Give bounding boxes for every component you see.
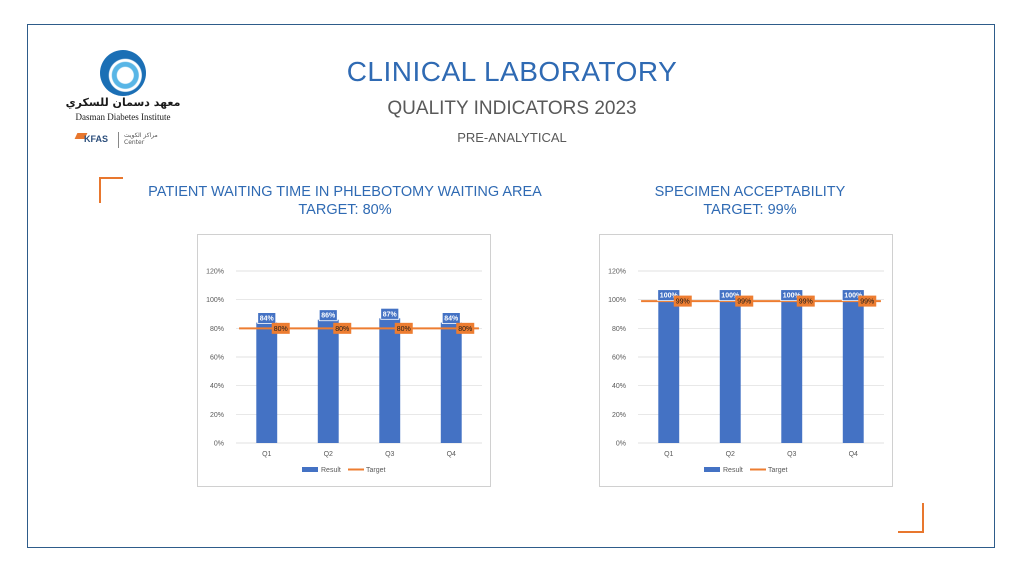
target-data-label: 80% <box>458 326 472 333</box>
x-tick-label: Q3 <box>385 451 394 458</box>
chart-heading-line1: SPECIMEN ACCEPTABILITY <box>654 184 846 200</box>
target-label-box <box>271 322 290 334</box>
page-title: CLINICAL LABORATORY <box>346 56 678 87</box>
bar-label-box <box>841 289 865 302</box>
target-label-box <box>394 322 413 334</box>
y-tick-label: 120% <box>206 269 224 276</box>
y-tick-label: 80% <box>210 326 224 333</box>
target-label-box <box>735 295 754 307</box>
y-tick-label: 20% <box>210 412 224 419</box>
x-tick-label: Q2 <box>726 451 735 458</box>
page-subtitle: QUALITY INDICATORS 2023 <box>387 98 637 119</box>
target-data-label: 99% <box>860 299 874 306</box>
legend-result-label: Result <box>321 467 341 474</box>
target-data-label: 80% <box>274 326 288 333</box>
chart-waiting-time-svg: 0% 20% 40% 60% 80% 100% 120% Q1 Q2 Q3 Q4 84% 86% 87% 8… <box>206 269 482 474</box>
target-data-label: 80% <box>335 326 349 333</box>
y-tick-label: 0% <box>616 441 626 448</box>
chart-heading-line1: PATIENT WAITING TIME IN PHLEBOTOMY WAITI… <box>148 184 542 200</box>
bar-label-box <box>657 289 681 302</box>
y-tick-label: 60% <box>612 355 626 362</box>
target-data-label: 99% <box>676 299 690 306</box>
x-tick-label: Q2 <box>324 451 333 458</box>
chart-heading-line2: TARGET: 99% <box>703 202 797 218</box>
x-tick-label: Q1 <box>262 451 271 458</box>
target-data-label: 99% <box>799 299 813 306</box>
target-data-label: 80% <box>397 326 411 333</box>
x-tick-label: Q4 <box>447 451 456 458</box>
corner-accent-top-left <box>99 177 123 203</box>
bar-result <box>379 318 401 443</box>
legend-target-label: Target <box>366 467 386 474</box>
target-label-box <box>673 295 692 307</box>
y-tick-label: 100% <box>608 297 626 304</box>
corner-accent-bottom-right <box>898 503 924 533</box>
bar-data-label: 87% <box>383 311 398 318</box>
bar-result <box>317 319 339 443</box>
bar-label-box <box>318 309 338 322</box>
chart-heading-line2: TARGET: 80% <box>298 202 392 218</box>
legend-result-swatch <box>302 467 318 472</box>
bar-data-label: 100% <box>721 293 740 300</box>
target-data-label: 99% <box>737 299 751 306</box>
bar-data-label: 100% <box>660 293 679 300</box>
x-tick-label: Q3 <box>787 451 796 458</box>
bar-data-label: 84% <box>444 316 459 323</box>
kfas-text: KFAS <box>84 134 109 144</box>
chart-specimen-svg: 0% 20% 40% 60% 80% 100% 120% Q1 Q2 Q3 Q4 100% 100% 10… <box>608 269 884 474</box>
bar-result <box>842 299 864 443</box>
bar-data-label: 84% <box>260 316 275 323</box>
kfas-subtext-arabic: مراكز الكويت <box>124 132 158 139</box>
page-section: PRE-ANALYTICAL <box>457 130 567 145</box>
y-tick-label: 0% <box>214 441 224 448</box>
y-tick-label: 60% <box>210 355 224 362</box>
kfas-subtext-english: Center <box>124 139 145 146</box>
chart-waiting-time: 0% 20% 40% 60% 80% 100% 120% Q1 Q2 Q3 Q4 84% 86% 87% 8… <box>197 234 491 487</box>
kfas-logo: KFAS مراكز الكويت Center <box>74 130 176 152</box>
target-label-box <box>796 295 815 307</box>
dasman-logo-icon <box>100 50 146 96</box>
target-label-box <box>858 295 877 307</box>
bar-result <box>256 322 278 443</box>
chart-specimen-acceptability: 0% 20% 40% 60% 80% 100% 120% Q1 Q2 Q3 Q4 100% 100% 10… <box>599 234 893 487</box>
legend-result-swatch <box>704 467 720 472</box>
bar-label-box <box>780 289 804 302</box>
target-label-box <box>456 322 475 334</box>
logo-english-name: Dasman Diabetes Institute <box>75 112 171 122</box>
x-tick-label: Q1 <box>664 451 673 458</box>
kfas-divider <box>118 132 119 148</box>
logo-arabic-name: معهد دسمان للسكري <box>65 96 181 109</box>
bar-data-label: 100% <box>783 293 802 300</box>
x-tick-label: Q4 <box>849 451 858 458</box>
y-tick-label: 20% <box>612 412 626 419</box>
kfas-subtext: مراكز الكويت Center <box>124 132 158 146</box>
bar-label-box <box>718 289 742 302</box>
target-label-box <box>333 322 352 334</box>
bar-result <box>440 322 462 443</box>
bar-label-box <box>441 312 461 324</box>
legend-target-label: Target <box>768 467 788 474</box>
y-tick-label: 80% <box>612 326 626 333</box>
y-tick-label: 100% <box>206 297 224 304</box>
bar-data-label: 100% <box>844 293 863 300</box>
bar-result <box>781 299 803 443</box>
chart-heading-specimen: SPECIMEN ACCEPTABILITY TARGET: 99% <box>600 183 900 219</box>
y-tick-label: 120% <box>608 269 626 276</box>
legend-result-label: Result <box>723 467 743 474</box>
y-tick-label: 40% <box>612 383 626 390</box>
bar-result <box>658 299 680 443</box>
chart-heading-waiting-time: PATIENT WAITING TIME IN PHLEBOTOMY WAITI… <box>110 183 580 219</box>
dasman-logo: معهد دسمان للسكري Dasman Diabetes Instit… <box>62 48 202 158</box>
bar-label-box <box>380 307 400 320</box>
bar-label-box <box>257 312 277 324</box>
bar-data-label: 86% <box>321 313 336 320</box>
bar-result <box>719 299 741 443</box>
y-tick-label: 40% <box>210 383 224 390</box>
